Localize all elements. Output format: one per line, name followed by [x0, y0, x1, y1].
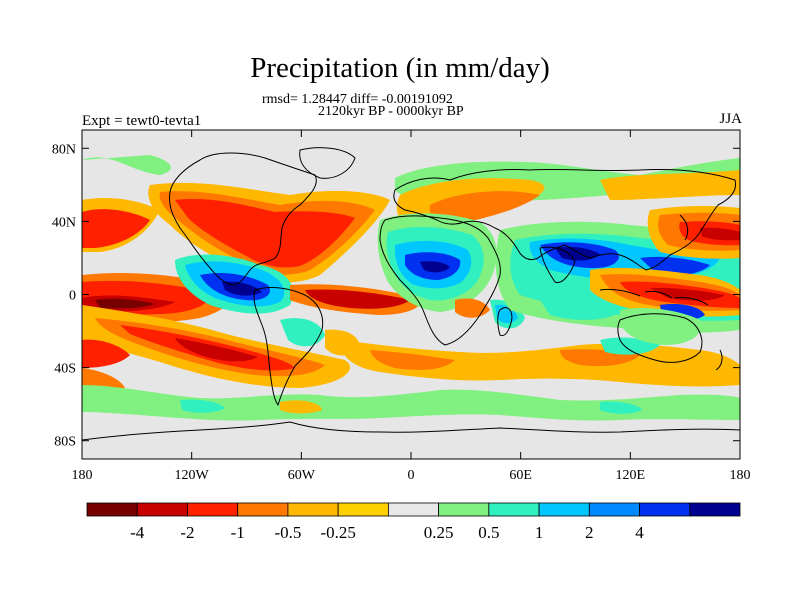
lat-tick-label: 40S	[54, 362, 76, 377]
colorbar-swatch	[538, 502, 590, 517]
colorbar-label: 4	[635, 523, 644, 542]
precip-anomaly-region	[370, 350, 455, 370]
precip-anomaly-region	[175, 338, 258, 362]
longitude-axis: 180 120W 60W 0 60E 120E 180	[72, 130, 751, 483]
lon-tick-label: 60E	[509, 468, 532, 483]
colorbar-label: -0.25	[320, 523, 355, 542]
coastline-japan	[679, 214, 689, 241]
season-label: JJA	[719, 111, 742, 127]
coastlines	[82, 147, 740, 441]
colorbar-label: 2	[585, 523, 594, 542]
precip-anomaly-region	[650, 287, 725, 301]
precip-anomaly-region	[95, 298, 155, 309]
coastline-indonesia	[599, 289, 709, 306]
coastline-greenland	[299, 147, 356, 179]
colorbar-swatch	[588, 502, 640, 517]
lat-tick-label: 40N	[52, 215, 76, 230]
colorbar-label: -0.5	[274, 523, 301, 542]
precip-anomaly-region	[600, 170, 740, 200]
plot-title: Precipitation (in mm/day)	[250, 52, 550, 84]
precip-anomaly-region	[540, 300, 620, 320]
precip-anomaly-region	[280, 318, 325, 347]
precip-anomaly-region	[600, 337, 660, 355]
precip-anomaly-region	[305, 289, 410, 309]
coastline-madagascar	[497, 307, 513, 337]
colorbar-swatch	[136, 502, 188, 517]
colorbar-swatch	[689, 502, 741, 517]
colorbar-label: 0.5	[478, 523, 499, 542]
period-line: 2120kyr BP - 0000kyr BP	[318, 104, 464, 119]
colorbar-swatch	[387, 502, 440, 517]
colorbar-swatch	[488, 502, 540, 517]
precip-anomaly-region	[82, 209, 150, 248]
colorbar-swatch	[438, 502, 490, 517]
lon-tick-label: 120E	[616, 468, 646, 483]
precip-anomaly-region	[82, 385, 740, 421]
precip-anomaly-region	[82, 155, 171, 175]
latitude-axis: 80N 40N 0 40S 80S	[52, 142, 740, 450]
precip-anomaly-region	[280, 400, 322, 414]
lat-tick-label: 80S	[54, 435, 76, 450]
precip-anomaly-region	[82, 339, 130, 368]
coastline-antarctica	[82, 421, 740, 441]
colorbar-swatch	[337, 502, 389, 517]
coastline-india	[539, 246, 576, 284]
colorbar: -4 -2 -1 -0.5 -0.25 0.25 0.5 1 2 4	[86, 502, 741, 542]
precip-anomaly-region	[175, 199, 355, 268]
colorbar-label: -2	[180, 523, 194, 542]
coastline-new-zealand	[715, 349, 723, 371]
lon-tick-label: 180	[72, 468, 93, 483]
lon-tick-label: 0	[408, 468, 415, 483]
stats-line: rmsd= 1.28447 diff= -0.00191092	[262, 92, 453, 107]
lat-tick-label: 0	[69, 289, 76, 304]
lon-tick-label: 120W	[175, 468, 210, 483]
colorbar-swatch	[86, 502, 138, 517]
precip-anomaly-region	[420, 261, 450, 273]
coastline-europe-asia	[393, 168, 737, 271]
colorbar-label: 0.25	[424, 523, 454, 542]
colorbar-label: 1	[535, 523, 544, 542]
precip-anomaly-region	[700, 227, 740, 241]
experiment-label: Expt = tewt0-tevta1	[82, 113, 202, 129]
map-field	[82, 130, 740, 459]
colorbar-swatch	[287, 502, 339, 517]
colorbar-label: -1	[231, 523, 245, 542]
colorbar-label: -4	[130, 523, 145, 542]
coastline-south-america	[253, 287, 324, 407]
coastline-africa	[379, 215, 501, 346]
lon-tick-label: 60W	[288, 468, 316, 483]
colorbar-swatch	[639, 502, 691, 517]
precip-anomaly-region	[600, 401, 642, 414]
precip-anomaly-region	[180, 399, 225, 413]
coastline-australia	[617, 313, 703, 363]
colorbar-swatch	[237, 502, 289, 517]
lat-tick-label: 80N	[52, 142, 76, 157]
colorbar-swatch	[187, 502, 239, 517]
lon-tick-label: 180	[730, 468, 751, 483]
coastline-north-america	[169, 152, 317, 286]
